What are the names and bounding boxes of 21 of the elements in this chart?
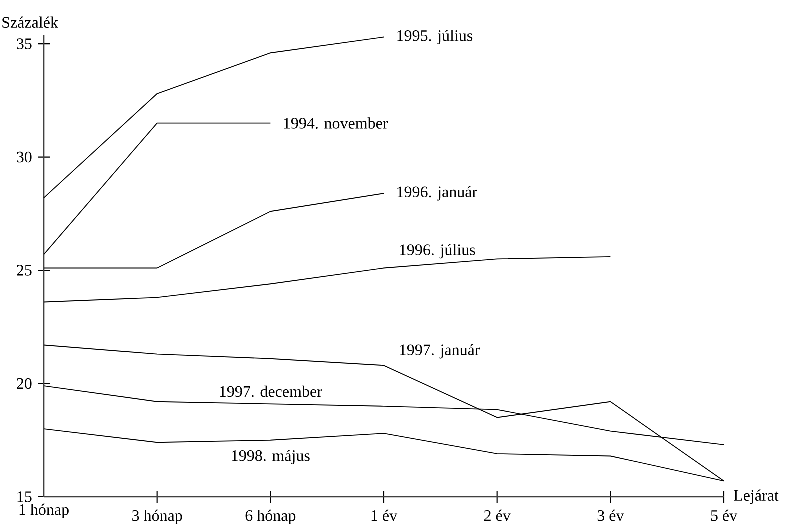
y-axis-title: Százalék xyxy=(2,16,58,28)
y-tick-label: 15 xyxy=(18,492,32,502)
x-tick-label: 3 év xyxy=(598,510,624,522)
x-tick-label: 6 hónap xyxy=(246,510,296,524)
series-label: 1996. január xyxy=(398,186,478,201)
series-label: 1995. július xyxy=(398,30,473,45)
y-tick-label: 30 xyxy=(17,152,32,163)
x-tick-label: 3 hónap xyxy=(132,510,182,524)
series-label: 1994. november xyxy=(284,118,388,129)
series-label: 1996. július xyxy=(400,244,476,259)
series-label: 1998. május xyxy=(232,450,310,465)
x-tick-label: 1 év xyxy=(372,510,398,522)
y-tick-label: 25 xyxy=(17,265,32,276)
series-label: 1997. december xyxy=(220,386,322,398)
y-tick-label: 35 xyxy=(17,38,32,50)
x-axis-title: Lejárat xyxy=(734,490,779,504)
y-tick-label: 20 xyxy=(17,378,32,390)
x-tick-label: 5 év xyxy=(711,510,738,522)
x-tick-label: 2 év xyxy=(484,510,511,522)
series-label: 1997. január xyxy=(400,344,480,359)
x-tick-label: 1 hónap xyxy=(20,504,69,518)
